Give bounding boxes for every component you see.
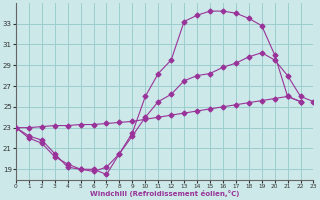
X-axis label: Windchill (Refroidissement éolien,°C): Windchill (Refroidissement éolien,°C): [90, 190, 239, 197]
